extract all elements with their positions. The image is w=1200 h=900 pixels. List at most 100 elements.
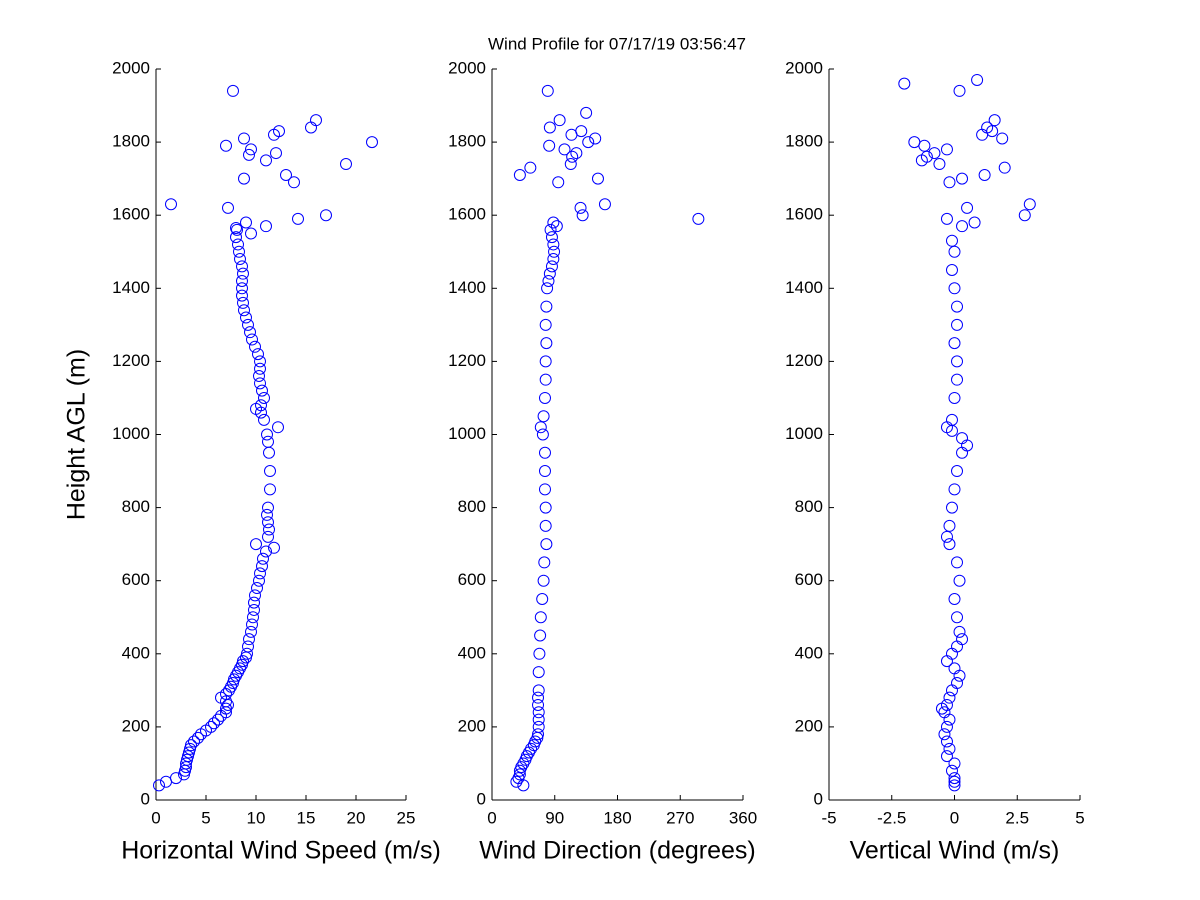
data-point xyxy=(310,114,322,127)
y-tick-label: 800 xyxy=(795,497,823,516)
data-point xyxy=(170,772,182,785)
data-point xyxy=(243,148,255,161)
y-tick-label: 200 xyxy=(795,716,823,735)
data-point xyxy=(237,296,249,309)
y-tick-label: 1000 xyxy=(448,424,486,443)
data-point xyxy=(240,311,252,324)
data-point xyxy=(945,501,958,514)
data-point xyxy=(943,742,956,755)
data-point xyxy=(227,84,239,97)
data-point xyxy=(244,326,256,339)
data-point xyxy=(940,720,953,733)
data-point xyxy=(236,260,248,273)
data-point xyxy=(542,274,555,287)
data-point xyxy=(205,720,217,733)
data-point xyxy=(513,768,526,781)
data-point xyxy=(553,114,566,127)
x-tick-label: -2.5 xyxy=(877,808,906,827)
data-point xyxy=(220,139,232,152)
data-point xyxy=(953,574,966,587)
y-tick-label: 400 xyxy=(458,643,486,662)
data-point xyxy=(240,216,252,229)
x-tick-label: -5 xyxy=(821,808,836,827)
y-tick-label: 1800 xyxy=(112,132,150,151)
data-point xyxy=(1018,209,1031,222)
data-point xyxy=(948,337,961,350)
data-point xyxy=(245,143,257,156)
data-point xyxy=(208,717,220,730)
data-point xyxy=(534,611,547,624)
data-point xyxy=(988,114,1001,127)
y-tick-label: 400 xyxy=(122,643,150,662)
data-point xyxy=(257,552,269,565)
y-tick-label: 1800 xyxy=(785,132,823,151)
data-point xyxy=(262,435,274,448)
data-point xyxy=(574,201,587,214)
data-point xyxy=(280,168,292,181)
data-point xyxy=(945,234,958,247)
data-point xyxy=(558,143,571,156)
data-point xyxy=(538,446,551,459)
data-point xyxy=(250,538,262,551)
data-point xyxy=(539,501,552,514)
data-point xyxy=(541,282,554,295)
data-point xyxy=(247,611,259,624)
data-point xyxy=(246,618,258,631)
data-point xyxy=(245,227,257,240)
data-point xyxy=(241,647,253,660)
data-point xyxy=(243,633,255,646)
data-point xyxy=(238,132,250,145)
data-point xyxy=(249,340,261,353)
data-point xyxy=(188,735,200,748)
y-tick-label: 0 xyxy=(814,789,823,808)
data-point xyxy=(245,625,257,638)
data-point xyxy=(543,139,556,152)
data-point xyxy=(953,84,966,97)
data-point xyxy=(236,282,248,295)
data-point xyxy=(547,253,560,266)
y-tick-label: 1600 xyxy=(785,205,823,224)
data-point xyxy=(532,706,545,719)
y-tick-label: 1400 xyxy=(112,278,150,297)
data-point xyxy=(248,603,260,616)
data-point xyxy=(532,720,545,733)
data-point xyxy=(940,750,953,763)
data-point xyxy=(536,428,549,441)
data-point xyxy=(262,501,274,514)
y-tick-label: 2000 xyxy=(448,58,486,77)
data-point xyxy=(538,391,551,404)
x-tick-label: 0 xyxy=(487,808,496,827)
data-point xyxy=(945,764,958,777)
data-point xyxy=(340,158,352,171)
data-point xyxy=(272,421,284,434)
y-tick-label: 1400 xyxy=(785,278,823,297)
data-point xyxy=(898,77,911,90)
data-point xyxy=(237,655,249,668)
data-point xyxy=(251,582,263,595)
data-point xyxy=(254,355,266,368)
y-tick-label: 1000 xyxy=(112,424,150,443)
data-point xyxy=(532,684,545,697)
x-tick-label: 0 xyxy=(950,808,959,827)
data-point xyxy=(230,231,242,244)
data-point xyxy=(238,172,250,185)
data-point xyxy=(185,739,197,752)
data-point xyxy=(538,483,551,496)
data-point xyxy=(591,172,604,185)
y-tick-label: 1200 xyxy=(112,351,150,370)
x-axis-label: Wind Direction (degrees) xyxy=(479,837,756,865)
data-point xyxy=(951,556,964,569)
data-point xyxy=(538,465,551,478)
data-point xyxy=(524,161,537,174)
data-point xyxy=(545,260,558,273)
data-point xyxy=(951,373,964,386)
data-point xyxy=(956,220,969,233)
data-point xyxy=(260,220,272,233)
data-point xyxy=(948,662,961,675)
data-point xyxy=(254,567,266,580)
x-tick-label: 20 xyxy=(347,808,366,827)
data-point xyxy=(1023,198,1036,211)
data-point xyxy=(566,150,579,163)
